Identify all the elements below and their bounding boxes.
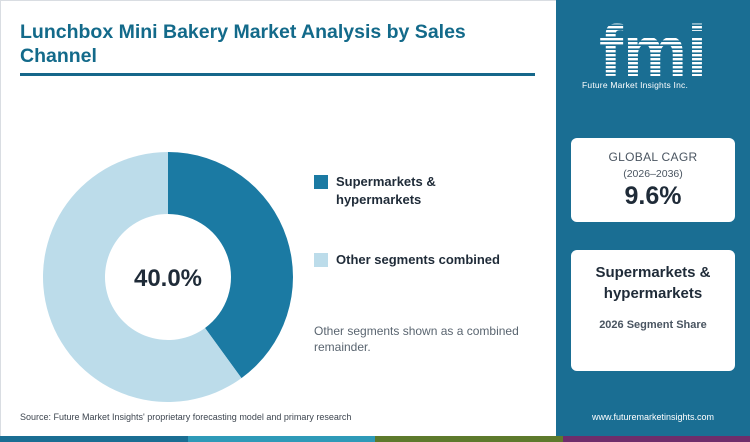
source-note: Source: Future Market Insights' propriet…	[20, 412, 352, 422]
cagr-card: GLOBAL CAGR (2026–2036) 9.6%	[571, 138, 735, 222]
donut-chart: 40.0%	[43, 152, 294, 403]
svg-text:fmi: fmi	[599, 14, 707, 92]
segment-name: Supermarkets & hypermarkets	[595, 264, 711, 302]
bottom-bar-segment	[562, 436, 750, 442]
fmi-logo: fmi	[599, 14, 707, 92]
bottom-bar-segment	[0, 436, 188, 442]
bottom-bar-segment	[187, 436, 375, 442]
legend-item-supermarkets: Supermarkets & hypermarkets	[314, 173, 486, 209]
cagr-value: 9.6%	[624, 182, 682, 210]
chart-title: Lunchbox Mini Bakery Market Analysis by …	[20, 21, 466, 68]
segment-card: Supermarkets & hypermarkets 2026 Segment…	[571, 250, 735, 371]
bottom-bar-segment	[375, 436, 563, 442]
legend-item-other: Other segments combined	[314, 251, 536, 269]
segment-caption: 2026 Segment Share	[599, 319, 707, 331]
donut-center-label: 40.0%	[134, 265, 202, 292]
legend-label-supermarkets: Supermarkets & hypermarkets	[336, 174, 436, 207]
title-underline	[20, 73, 535, 76]
cagr-label: GLOBAL CAGR	[608, 150, 698, 164]
chart-note: Other segments shown as a combined remai…	[314, 324, 519, 354]
donut-slice-other	[43, 152, 242, 403]
cagr-period: (2026–2036)	[623, 168, 683, 180]
legend-swatch-other	[314, 253, 328, 267]
bottom-color-bar	[0, 436, 750, 442]
donut-slice-supermarkets	[168, 152, 294, 379]
legend-swatch-supermarkets	[314, 175, 328, 189]
legend-label-other: Other segments combined	[336, 252, 500, 267]
website-url: www.futuremarketinsights.com	[591, 412, 715, 422]
brand-tagline: Future Market Insights Inc.	[582, 80, 689, 90]
brand-sidebar: fmi Future Market Insights Inc. GLOBAL C…	[556, 0, 750, 436]
